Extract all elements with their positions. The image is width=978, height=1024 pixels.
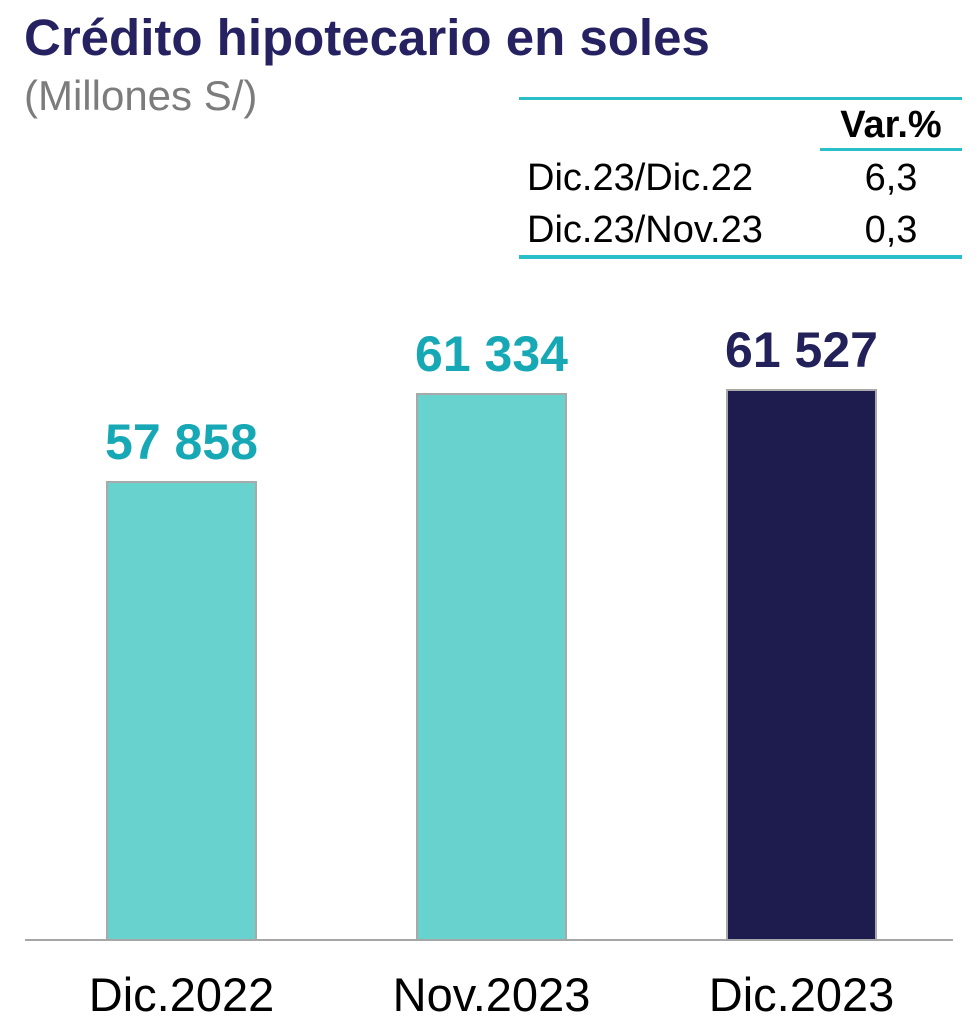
bar-value-label: 57 858 [105, 414, 258, 470]
bar-nov-2023 [416, 393, 567, 939]
table-row: Dic.23/Dic.22 6,3 [519, 151, 962, 203]
bar-value-label: 61 334 [415, 326, 568, 382]
variation-row-value: 6,3 [864, 157, 918, 199]
variation-table-header-spacer [519, 100, 820, 151]
variation-table-header-var-pct: Var.% [820, 100, 962, 151]
bar-group-nov-2023: 61 334 Nov.2023 [393, 319, 591, 1018]
bar-dic-2023 [726, 389, 877, 939]
bar-group-dic-2023: 61 527 Dic.2023 [709, 319, 895, 1018]
bar-dic-2022 [106, 481, 257, 939]
variation-row-value: 0,3 [864, 209, 918, 251]
chart-title: Crédito hipotecario en soles [24, 9, 710, 66]
axis-label-nov-2023: Nov.2023 [392, 968, 591, 1021]
table-row: Dic.23/Nov.23 0,3 [519, 203, 962, 255]
bar-group-dic-2022: 57 858 Dic.2022 [89, 319, 275, 1018]
variation-row-label: Dic.23/Dic.22 [527, 157, 753, 199]
variation-table-header-row: Var.% [519, 100, 962, 151]
variation-row-label: Dic.23/Nov.23 [527, 209, 763, 251]
bar-value-label: 61 527 [725, 322, 878, 378]
plot-area: 57 858 Dic.2022 61 334 Nov.2023 61 527 D… [25, 319, 953, 1018]
variation-table: Var.% Dic.23/Dic.22 6,3 Dic.23/Nov.23 0,… [519, 97, 962, 259]
axis-label-dic-2023: Dic.2023 [708, 968, 895, 1021]
axis-label-dic-2022: Dic.2022 [88, 968, 275, 1021]
chart-subtitle: (Millones S/) [24, 72, 258, 119]
